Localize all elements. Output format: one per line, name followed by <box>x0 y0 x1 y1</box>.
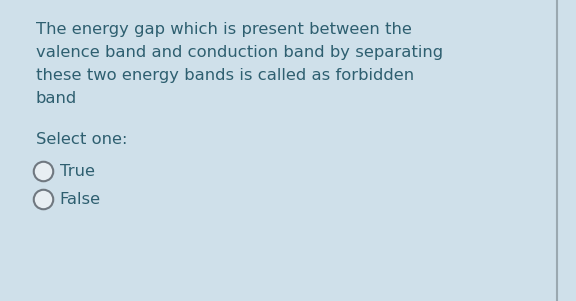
Text: True: True <box>60 163 95 178</box>
Point <box>39 169 48 173</box>
Text: Select one:: Select one: <box>36 132 127 147</box>
Text: False: False <box>60 191 101 206</box>
Text: these two energy bands is called as forbidden: these two energy bands is called as forb… <box>36 68 414 83</box>
Point <box>39 197 48 201</box>
Text: band: band <box>36 91 77 106</box>
Text: The energy gap which is present between the: The energy gap which is present between … <box>36 22 411 37</box>
Text: valence band and conduction band by separating: valence band and conduction band by sepa… <box>36 45 442 60</box>
